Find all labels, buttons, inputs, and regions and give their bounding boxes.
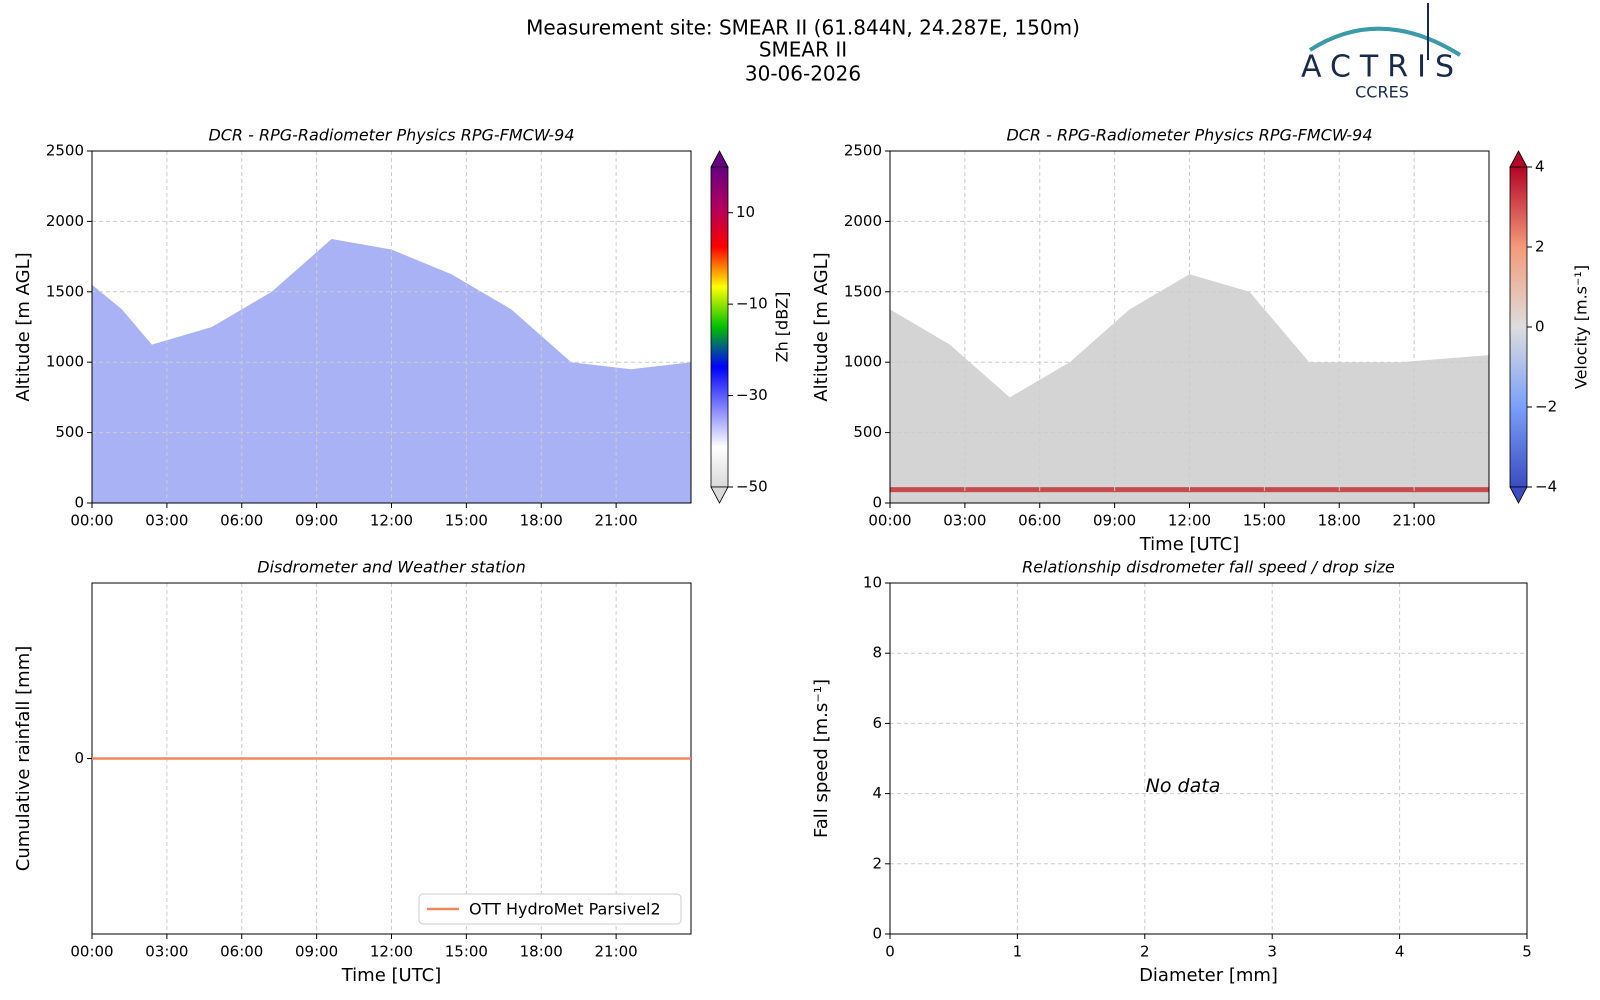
x-tick-label: 12:00: [1168, 512, 1211, 530]
colorbar-tick-label: −10: [736, 295, 768, 313]
x-tick-label: 03:00: [145, 943, 188, 961]
x-tick-label: 2: [1140, 943, 1150, 961]
x-tick-label: 06:00: [1018, 512, 1061, 530]
x-tick-label: 15:00: [445, 512, 488, 530]
figure-title: Measurement site: SMEAR II (61.844N, 24.…: [526, 16, 1080, 40]
y-tick-label: 1500: [46, 282, 84, 300]
colorbar-tick-label: −4: [1535, 478, 1557, 496]
colorbar-label: Velocity [m.s⁻¹]: [1572, 265, 1591, 389]
colorbar-extend-bottom: [1509, 486, 1528, 504]
y-axis-label: Altitude [m AGL]: [13, 252, 34, 401]
x-tick-label: 09:00: [295, 512, 338, 530]
y-tick-label: 500: [55, 423, 84, 441]
x-axis-label: Diameter [mm]: [1139, 965, 1278, 986]
x-tick-label: 06:00: [220, 943, 263, 961]
colorbar-tick-label: 10: [736, 203, 755, 221]
x-tick-label: 15:00: [1243, 512, 1286, 530]
y-tick-label: 0: [74, 749, 84, 767]
colorbar-tick-label: −30: [736, 386, 768, 404]
y-tick-label: 0: [74, 494, 84, 512]
x-tick-label: 1: [1013, 943, 1023, 961]
logo: ACTRIS CCRES: [1301, 3, 1463, 102]
x-tick-label: 09:00: [295, 943, 338, 961]
legend-label: OTT HydroMet Parsivel2: [469, 900, 661, 919]
annotation: No data: [1146, 775, 1221, 797]
colorbar-tick-label: 0: [1535, 318, 1545, 336]
y-axis-label: Fall speed [m.s⁻¹]: [811, 679, 832, 838]
chart-title: Disdrometer and Weather station: [257, 558, 525, 577]
x-axis-label: Time [UTC]: [1139, 534, 1240, 555]
x-tick-label: 12:00: [370, 943, 413, 961]
y-tick-label: 2000: [46, 212, 84, 230]
y-tick-label: 2500: [844, 142, 882, 160]
colorbar-extend-top: [710, 150, 729, 168]
colorbar-extend-bottom: [710, 486, 729, 504]
y-tick-label: 1000: [46, 353, 84, 371]
y-tick-label: 2000: [844, 212, 882, 230]
y-axis-label: Altitude [m AGL]: [811, 252, 832, 401]
x-tick-label: 21:00: [1393, 512, 1436, 530]
x-tick-label: 5: [1522, 943, 1532, 961]
x-tick-label: 03:00: [145, 512, 188, 530]
y-tick-label: 4: [872, 784, 882, 802]
colorbar: [1509, 166, 1528, 488]
logo-arc: [1308, 26, 1462, 57]
y-tick-label: 1500: [844, 282, 882, 300]
y-tick-label: 6: [872, 714, 882, 732]
legend-box: [418, 893, 682, 925]
chart-title: DCR - RPG-Radiometer Physics RPG-FMCW-94: [208, 126, 574, 145]
x-tick-label: 21:00: [595, 512, 638, 530]
colorbar-extend-top: [1509, 150, 1528, 168]
colorbar: [710, 166, 729, 488]
y-tick-label: 1000: [844, 353, 882, 371]
y-tick-label: 0: [872, 925, 882, 943]
x-tick-label: 3: [1267, 943, 1277, 961]
y-tick-label: 10: [863, 574, 882, 592]
x-tick-label: 03:00: [943, 512, 986, 530]
x-tick-label: 12:00: [370, 512, 413, 530]
plot-area: [890, 583, 1527, 934]
y-tick-label: 0: [872, 494, 882, 512]
figure-date: 30-06-2026: [745, 62, 861, 86]
colorbar-tick-label: 2: [1535, 238, 1545, 256]
y-tick-label: 2500: [46, 142, 84, 160]
x-tick-label: 4: [1395, 943, 1405, 961]
x-tick-label: 18:00: [1318, 512, 1361, 530]
x-tick-label: 00:00: [868, 512, 911, 530]
y-tick-label: 500: [853, 423, 882, 441]
x-tick-label: 21:00: [595, 943, 638, 961]
x-tick-label: 18:00: [520, 512, 563, 530]
colorbar-tick-label: −2: [1535, 398, 1557, 416]
colorbar-tick-label: 4: [1535, 158, 1545, 176]
plot-frame: [889, 582, 1528, 935]
y-axis-label: Cumulative rainfall [mm]: [13, 646, 34, 872]
chart-title: DCR - RPG-Radiometer Physics RPG-FMCW-94: [1006, 126, 1372, 145]
y-tick-label: 8: [872, 644, 882, 662]
x-tick-label: 0: [885, 943, 895, 961]
x-tick-label: 18:00: [520, 943, 563, 961]
logo-subname: CCRES: [1355, 83, 1409, 102]
colorbar-tick-label: −50: [736, 478, 768, 496]
colorbar-label: Zh [dBZ]: [773, 292, 792, 363]
x-tick-label: 15:00: [445, 943, 488, 961]
x-tick-label: 00:00: [70, 512, 113, 530]
x-tick-label: 00:00: [70, 943, 113, 961]
x-tick-label: 09:00: [1093, 512, 1136, 530]
figure-subtitle: SMEAR II: [759, 38, 847, 62]
x-axis-label: Time [UTC]: [341, 965, 442, 986]
x-tick-label: 06:00: [220, 512, 263, 530]
chart-title: Relationship disdrometer fall speed / dr…: [1022, 558, 1395, 577]
y-tick-label: 2: [872, 854, 882, 872]
logo-name: ACTRIS: [1301, 50, 1463, 85]
